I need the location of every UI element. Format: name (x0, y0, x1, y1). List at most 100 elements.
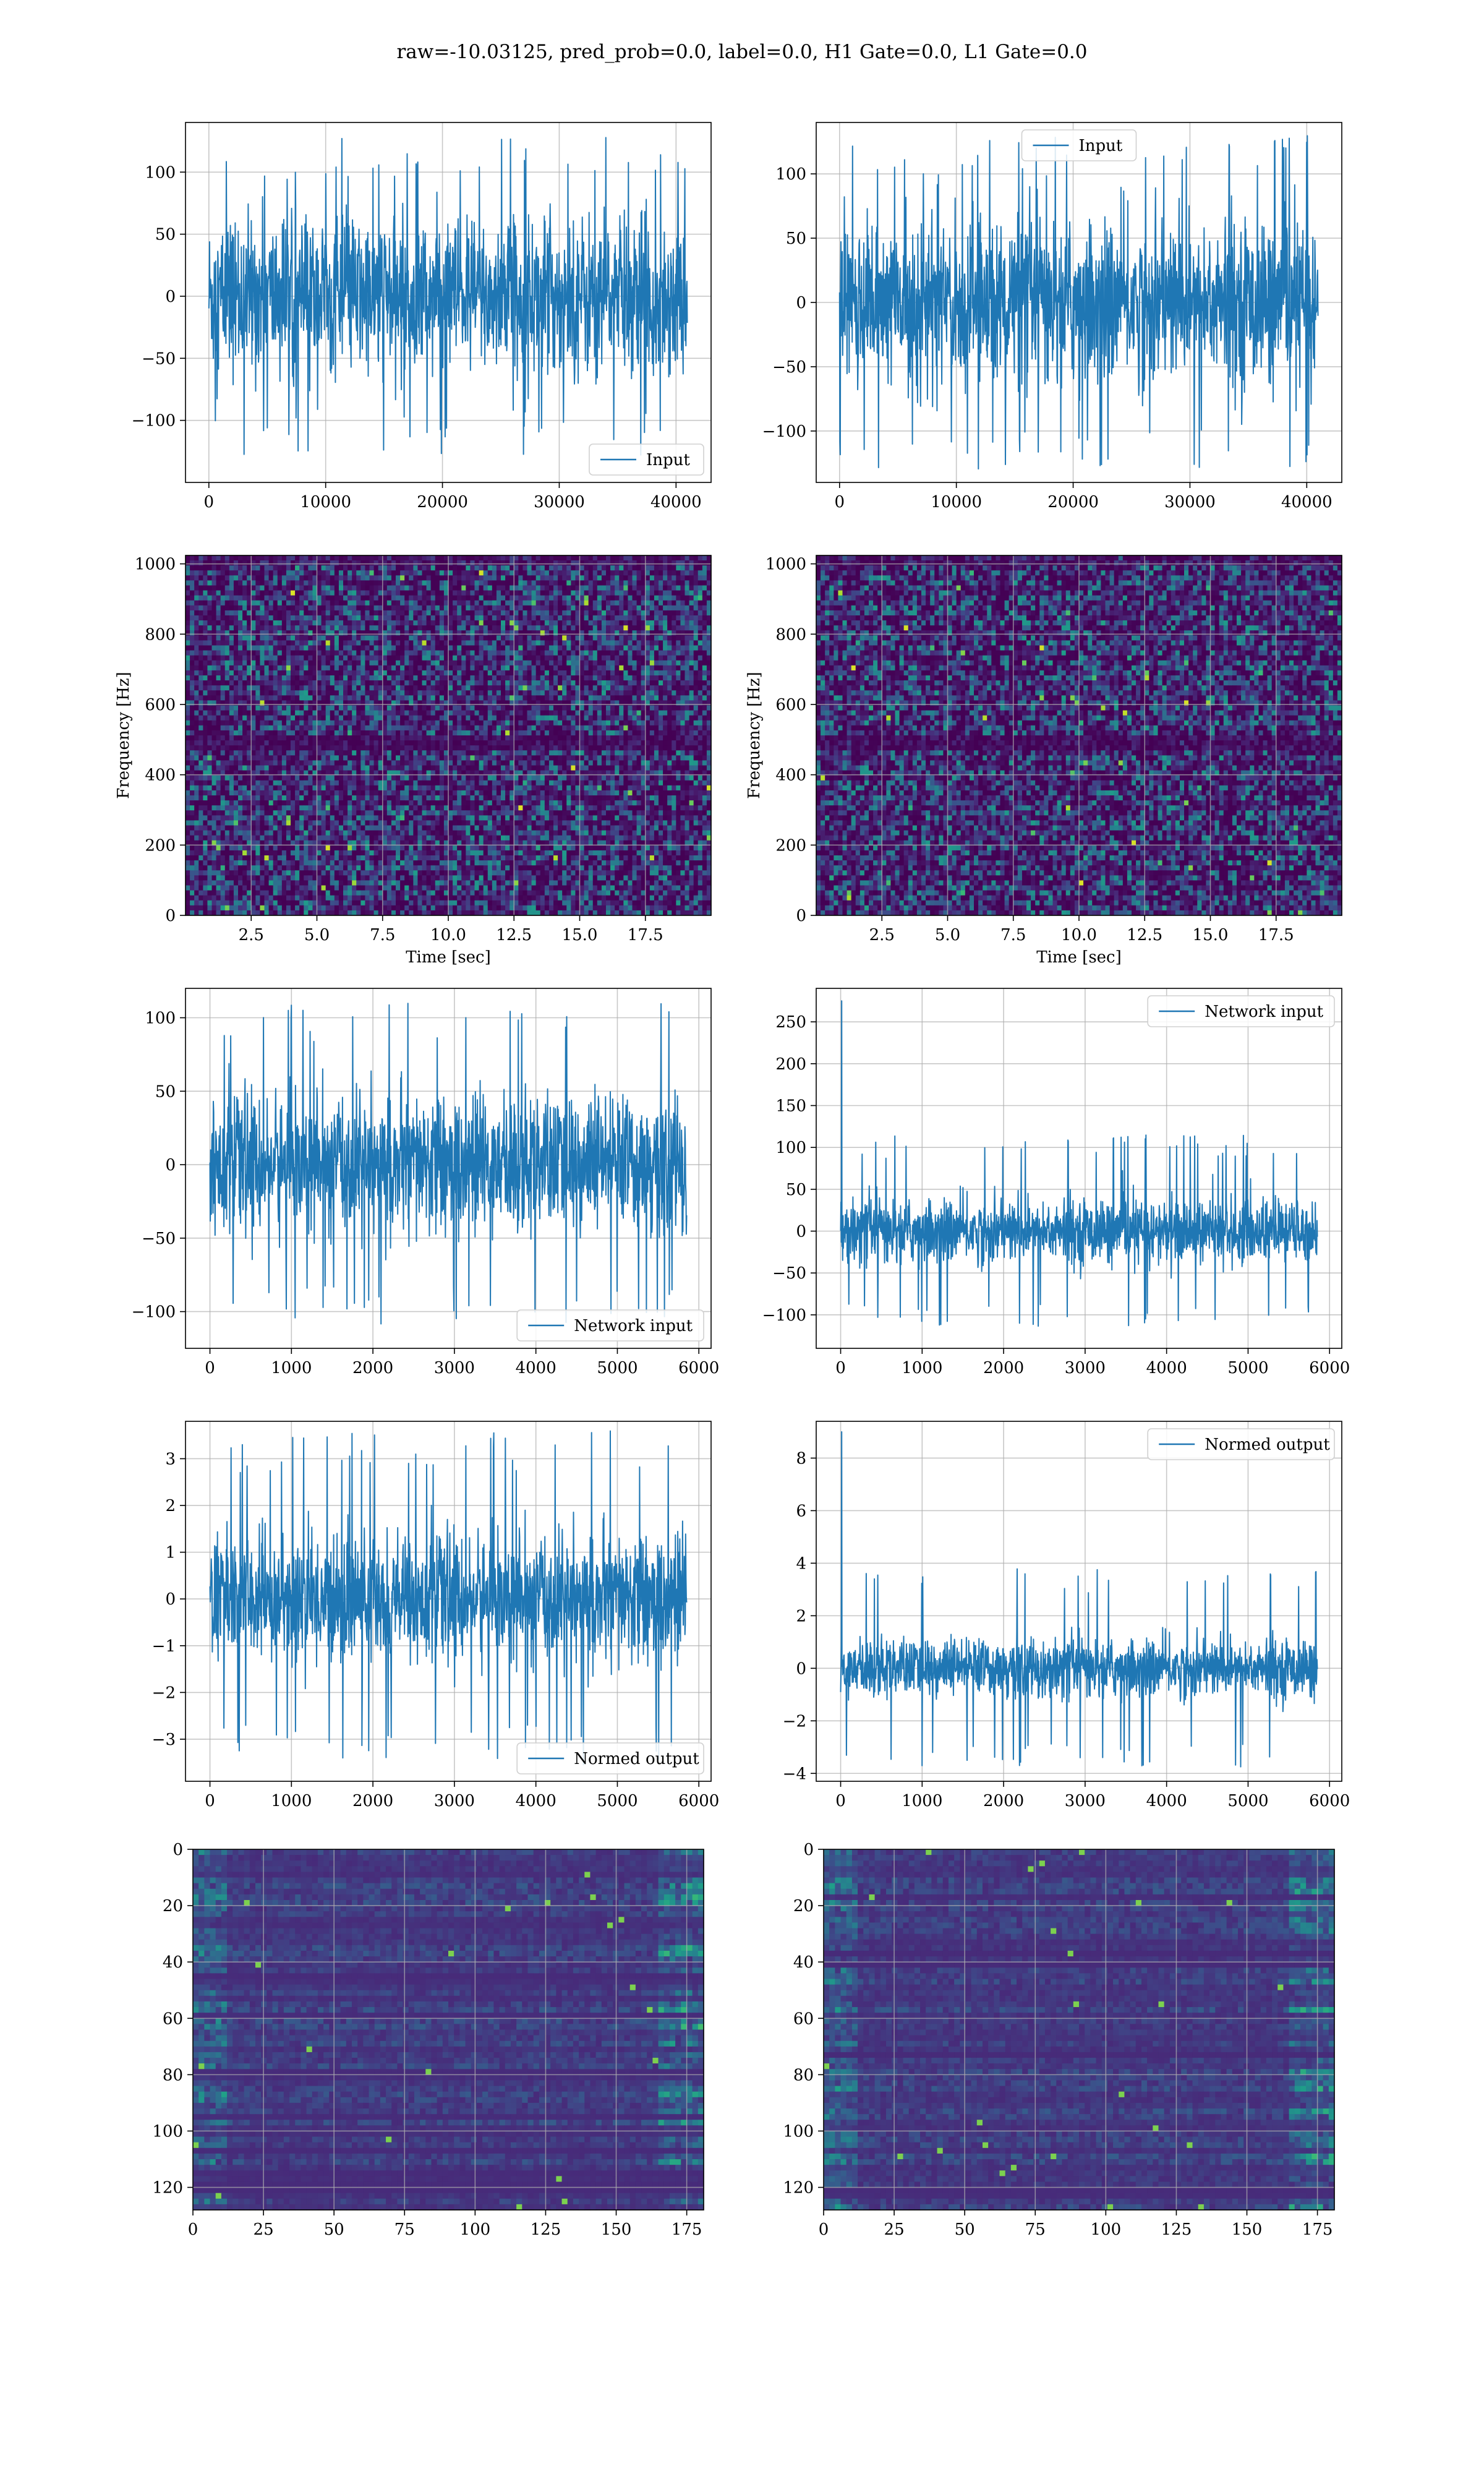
heatmap-cell (229, 560, 234, 566)
heatmap-cell (672, 580, 676, 586)
heatmap-cell (348, 560, 352, 566)
heatmap-cell (339, 555, 344, 561)
heatmap-cell (242, 555, 247, 561)
heatmap-cell (291, 580, 296, 586)
heatmap-cell (352, 601, 357, 606)
heatmap-cell (203, 560, 208, 566)
heatmap-cell (422, 591, 427, 596)
heatmap-cell (470, 580, 475, 586)
heatmap-cell (330, 560, 335, 566)
heatmap-cell (637, 560, 642, 566)
heatmap-cell (356, 586, 361, 591)
heatmap-cell (330, 586, 335, 591)
heatmap-cell (291, 575, 296, 581)
heatmap-cell (435, 555, 440, 561)
heatmap-cell (387, 601, 392, 606)
heatmap-cell (295, 586, 300, 591)
heatmap-cell (404, 565, 409, 571)
heatmap-cell (549, 570, 554, 576)
heatmap-cell (238, 596, 243, 601)
heatmap-cell (518, 596, 523, 601)
heatmap-cell (633, 596, 638, 601)
heatmap-cell (216, 575, 221, 581)
heatmap-cell (536, 570, 541, 576)
heatmap-cell (672, 570, 676, 576)
heatmap-cell (308, 586, 313, 591)
heatmap-cell (335, 601, 339, 606)
heatmap-cell (269, 586, 274, 591)
heatmap-cell (221, 591, 226, 596)
heatmap-cell (190, 596, 195, 601)
heatmap-cell (453, 596, 458, 601)
heatmap-cell (417, 601, 422, 606)
heatmap-cell (216, 570, 221, 576)
heatmap-cell (505, 570, 510, 576)
heatmap-cell (527, 565, 532, 571)
heatmap-cell (606, 591, 611, 596)
heatmap-cell (562, 596, 567, 601)
heatmap-cell (374, 596, 379, 601)
heatmap-cell (260, 565, 265, 571)
heatmap-cell (676, 555, 681, 561)
heatmap-cell (370, 580, 375, 586)
heatmap-cell (396, 586, 401, 591)
x-tick-label: 10000 (300, 493, 351, 511)
heatmap-cell (273, 575, 278, 581)
heatmap-cell (580, 591, 585, 596)
heatmap-cell (589, 560, 594, 566)
heatmap-cell (685, 596, 690, 601)
heatmap-cell (702, 565, 707, 571)
heatmap-cell (269, 596, 274, 601)
heatmap-cell (194, 570, 199, 576)
heatmap-cell (702, 586, 707, 591)
heatmap-cell (659, 555, 663, 561)
heatmap-cell (484, 570, 488, 576)
heatmap-cell (650, 565, 655, 571)
heatmap-cell (427, 575, 432, 581)
heatmap-cell (225, 565, 230, 571)
heatmap-cell (291, 591, 296, 596)
heatmap-cell (619, 565, 624, 571)
heatmap-cell (348, 580, 352, 586)
heatmap-cell (229, 555, 234, 561)
heatmap-cell (370, 555, 375, 561)
heatmap-cell (492, 591, 497, 596)
heatmap-cell (431, 555, 436, 561)
heatmap-cell (221, 570, 226, 576)
heatmap-cell (417, 565, 422, 571)
heatmap-cell (558, 586, 563, 591)
heatmap-cell (374, 591, 379, 596)
heatmap-cell (628, 560, 633, 566)
heatmap-cell (501, 555, 506, 561)
heatmap-cell (383, 601, 388, 606)
heatmap-cell (689, 560, 694, 566)
heatmap-cell (352, 560, 357, 566)
heatmap-cell (492, 555, 497, 561)
heatmap-cell (265, 575, 270, 581)
heatmap-cell (356, 555, 361, 561)
y-tick-label: −50 (142, 349, 176, 368)
heatmap-cell (606, 586, 611, 591)
heatmap-cell (663, 565, 668, 571)
heatmap-cell (260, 586, 265, 591)
heatmap-cell (265, 555, 270, 561)
heatmap-cell (553, 570, 558, 576)
heatmap-cell (282, 560, 287, 566)
heatmap-cell (553, 580, 558, 586)
heatmap-cell (194, 580, 199, 586)
heatmap-cell (190, 575, 195, 581)
heatmap-cell (527, 591, 532, 596)
heatmap-cell (286, 586, 291, 591)
heatmap-cell (282, 570, 287, 576)
heatmap-cell (278, 570, 283, 576)
heatmap-cell (501, 586, 506, 591)
heatmap-cell (527, 580, 532, 586)
heatmap-cell (448, 565, 453, 571)
heatmap-cell (269, 575, 274, 581)
heatmap-cell (335, 570, 339, 576)
heatmap-cell (484, 580, 488, 586)
heatmap-cell (273, 596, 278, 601)
heatmap-cell (637, 570, 642, 576)
heatmap-cell (667, 596, 672, 601)
heatmap-cell (536, 586, 541, 591)
